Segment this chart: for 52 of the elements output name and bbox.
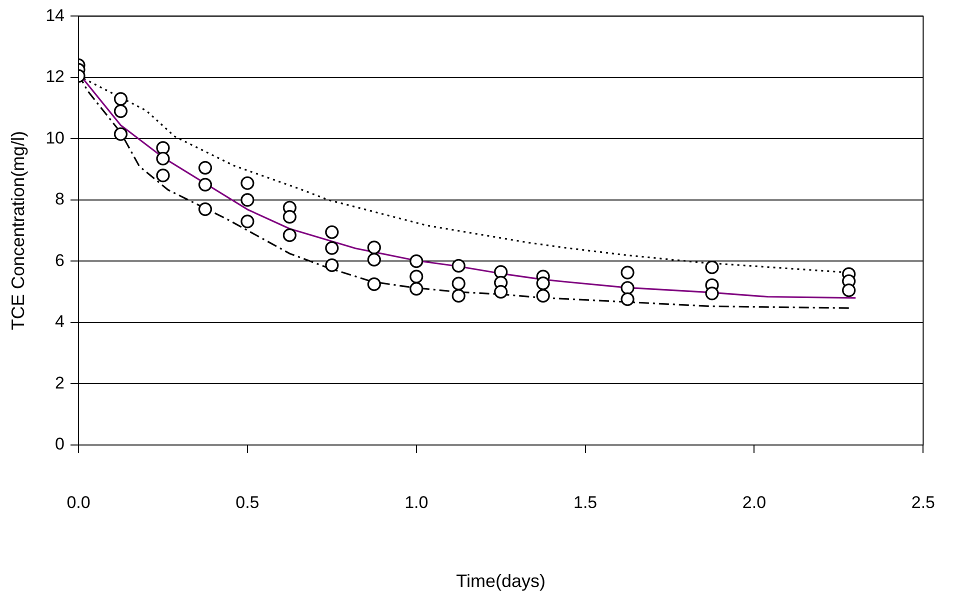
point bbox=[536, 276, 550, 290]
point bbox=[114, 104, 128, 118]
point bbox=[705, 260, 719, 274]
y-axis-title: TCE Concentration(mg/l) bbox=[8, 131, 28, 330]
point bbox=[240, 193, 254, 207]
y-tick-label: 6 bbox=[55, 250, 65, 270]
point bbox=[452, 289, 466, 303]
point bbox=[494, 265, 508, 279]
y-tick-label: 4 bbox=[55, 312, 65, 332]
x-tick-label: 2.0 bbox=[742, 492, 766, 512]
point bbox=[198, 202, 212, 216]
point bbox=[410, 282, 424, 296]
point bbox=[114, 92, 128, 106]
x-tick-label: 0.5 bbox=[236, 492, 260, 512]
point bbox=[156, 141, 170, 155]
point bbox=[325, 225, 339, 239]
point bbox=[156, 168, 170, 182]
point bbox=[198, 161, 212, 175]
y-tick-label: 0 bbox=[55, 434, 65, 454]
point bbox=[410, 270, 424, 284]
point bbox=[452, 276, 466, 290]
point bbox=[325, 241, 339, 255]
x-axis-title: Time(days) bbox=[456, 571, 546, 592]
y-tick-label: 8 bbox=[55, 190, 65, 209]
point bbox=[410, 254, 424, 268]
point bbox=[240, 176, 254, 190]
point bbox=[240, 214, 254, 228]
x-tick-label: 0.0 bbox=[66, 492, 90, 512]
x-tick-label: 1.5 bbox=[573, 492, 598, 512]
point bbox=[452, 259, 466, 273]
point bbox=[156, 152, 170, 166]
y-tick-label: 10 bbox=[46, 128, 65, 148]
point bbox=[367, 277, 381, 291]
x-tick-label: 2.5 bbox=[911, 492, 936, 512]
point bbox=[536, 289, 550, 303]
point bbox=[198, 178, 212, 192]
point bbox=[114, 127, 128, 141]
point bbox=[367, 252, 381, 266]
point bbox=[367, 240, 381, 254]
y-tick-label: 14 bbox=[46, 6, 65, 25]
y-tick-label: 2 bbox=[55, 373, 65, 392]
point bbox=[620, 292, 634, 306]
point bbox=[620, 281, 634, 295]
point bbox=[494, 285, 508, 299]
point bbox=[325, 258, 339, 272]
point bbox=[282, 228, 296, 242]
point bbox=[705, 286, 719, 300]
point bbox=[282, 210, 296, 224]
point bbox=[842, 284, 856, 298]
point bbox=[620, 266, 634, 280]
x-tick-label: 1.0 bbox=[404, 492, 428, 512]
y-tick-label: 12 bbox=[46, 67, 65, 86]
